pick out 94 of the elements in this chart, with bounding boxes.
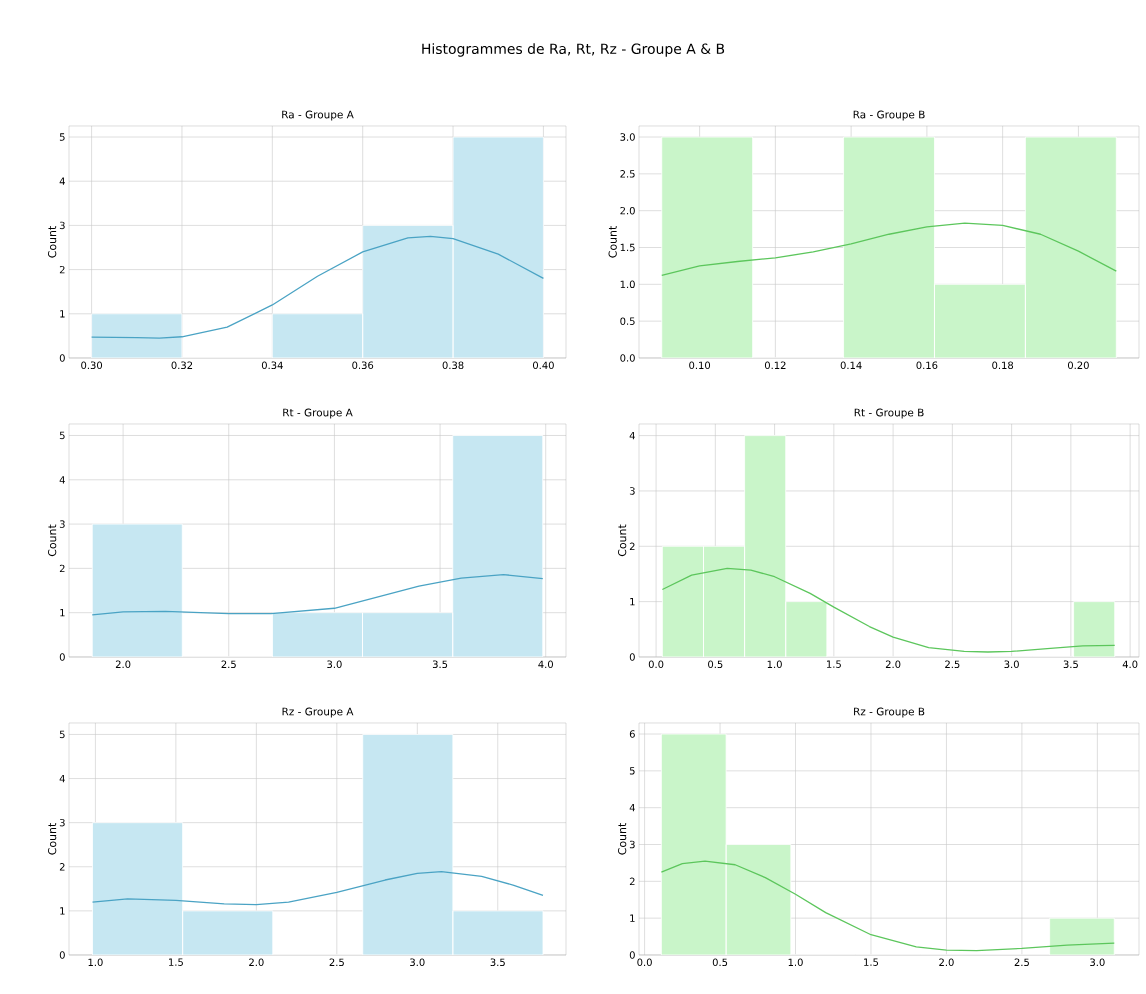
y-axis-title: Count — [48, 822, 57, 855]
x-tick-label: 0.30 — [81, 361, 103, 370]
x-tick-label: 0.14 — [840, 361, 862, 370]
x-tick-label: 3.0 — [1090, 958, 1105, 967]
y-tick-label: 4 — [59, 177, 65, 185]
y-axis-title: Count — [618, 524, 627, 557]
x-tick-label: 2.0 — [249, 958, 264, 967]
x-tick-label: 0.16 — [916, 361, 938, 370]
x-tick-label: 0.36 — [352, 361, 374, 370]
y-tick-label: 0.0 — [620, 354, 635, 362]
y-axis-title: Count — [608, 225, 617, 258]
x-tick-label: 1.0 — [788, 958, 803, 967]
y-tick-label: 2 — [59, 564, 65, 573]
y-tick-label: 1 — [60, 907, 65, 915]
y-tick-label: 6 — [629, 730, 635, 738]
y-tick-label: 3 — [629, 487, 635, 495]
x-tick-label: 2.0 — [939, 958, 954, 967]
x-tick-label: 3.0 — [327, 660, 342, 669]
x-tick-label: 4.0 — [1122, 660, 1138, 669]
y-tick-label: 4 — [629, 804, 635, 812]
x-tick-label: 0.12 — [764, 361, 786, 370]
x-tick-label: 0.0 — [637, 958, 652, 967]
x-tick-label: 0.32 — [171, 361, 193, 370]
chart-title: Rt - Groupe A — [283, 408, 353, 419]
y-tick-label: 2.0 — [620, 206, 635, 215]
y-tick-label: 5 — [59, 133, 65, 141]
x-tick-label: 2.0 — [115, 660, 131, 669]
y-tick-label: 5 — [629, 767, 635, 775]
x-tick-label: 1.0 — [767, 660, 782, 669]
y-tick-label: 3 — [629, 840, 635, 849]
line-series — [661, 222, 1117, 277]
x-tick-label: 0.10 — [689, 361, 711, 370]
y-axis-title: Count — [618, 822, 627, 855]
x-tick-label: 2.0 — [885, 660, 901, 669]
y-tick-label: 4 — [59, 476, 65, 484]
x-tick-label: 1.5 — [864, 958, 879, 966]
x-tick-label: 3.5 — [432, 660, 448, 669]
y-tick-label: 2 — [59, 265, 65, 274]
x-tick-label: 0.38 — [442, 361, 464, 370]
chart-title: Rz - Groupe A — [282, 707, 354, 718]
y-tick-label: 4 — [59, 774, 65, 783]
x-tick-label: 2.5 — [1014, 958, 1029, 967]
x-tick-label: 1.5 — [827, 660, 841, 668]
y-tick-label: 1.0 — [620, 280, 635, 289]
x-tick-label: 3.5 — [490, 958, 505, 967]
y-tick-label: 4 — [629, 431, 635, 440]
x-tick-label: 0.5 — [708, 660, 723, 669]
y-tick-label: 0 — [59, 951, 65, 959]
text: Histogrammes de Ra, Rt, Rz - Groupe A & B — [422, 43, 725, 57]
y-tick-label: 5 — [59, 431, 65, 440]
chart-title: Ra - Groupe B — [853, 110, 925, 121]
y-tick-label: 3 — [59, 221, 65, 230]
x-tick-label: 0.5 — [712, 958, 728, 967]
x-tick-label: 2.5 — [945, 660, 960, 669]
y-tick-label: 2 — [59, 863, 65, 871]
y-tick-label: 1.5 — [620, 243, 635, 252]
x-tick-label: 0.34 — [261, 361, 283, 370]
y-tick-label: 0.5 — [620, 317, 635, 325]
x-tick-label: 0.20 — [1067, 361, 1089, 370]
x-tick-label: 0.18 — [992, 361, 1014, 370]
line-series — [661, 567, 1116, 653]
y-tick-label: 0 — [629, 951, 635, 959]
y-tick-label: 2 — [629, 877, 635, 886]
y-tick-label: 1 — [60, 609, 65, 617]
y-tick-label: 0 — [629, 653, 635, 661]
x-tick-label: 1.0 — [88, 958, 103, 967]
x-tick-label: 3.0 — [410, 958, 425, 967]
y-tick-label: 1 — [630, 598, 635, 606]
y-tick-label: 0 — [59, 354, 65, 362]
y-tick-label: 3 — [59, 520, 65, 528]
y-tick-label: 2 — [629, 542, 635, 550]
line-series — [90, 235, 545, 339]
y-tick-label: 0 — [59, 653, 65, 661]
x-tick-label: 2.5 — [329, 958, 344, 967]
y-tick-label: 1 — [60, 310, 65, 318]
y-axis-title: Count — [48, 524, 57, 557]
line-series — [91, 870, 544, 906]
chart-title: Rt - Groupe B — [854, 408, 924, 419]
y-tick-label: 5 — [59, 730, 65, 739]
x-tick-label: 3.5 — [1063, 660, 1078, 669]
line-series — [660, 860, 1115, 952]
y-tick-label: 1 — [630, 914, 635, 922]
chart-title: Rz - Groupe B — [854, 707, 925, 718]
x-tick-label: 4.0 — [538, 660, 553, 669]
y-tick-label: 2.5 — [620, 170, 635, 178]
x-tick-label: 0.0 — [648, 660, 664, 669]
y-axis-title: Count — [48, 225, 57, 258]
y-tick-label: 3 — [59, 818, 65, 827]
x-tick-label: 1.5 — [169, 958, 183, 966]
chart-title: Ra - Groupe A — [282, 110, 354, 121]
x-tick-label: 2.5 — [221, 660, 236, 669]
x-tick-label: 0.40 — [532, 361, 554, 370]
x-tick-label: 3.0 — [1004, 660, 1019, 669]
y-tick-label: 3.0 — [620, 133, 635, 141]
